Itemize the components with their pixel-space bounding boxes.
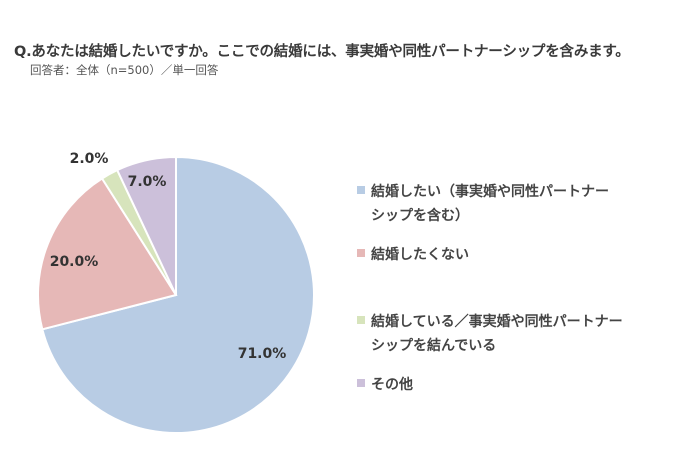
legend-item-no-marriage: 結婚したくない (357, 243, 671, 267)
data-label-other: 7.0% (128, 174, 167, 190)
legend-label: その他 (371, 377, 413, 393)
respondents-note: 回答者：全体（n=500）／単一回答 (30, 63, 219, 77)
legend-swatch (357, 186, 365, 194)
data-label-want-marriage: 71.0% (238, 346, 287, 362)
legend-label: 結婚している／事実婚や同性パートナー シップを結んでいる (371, 314, 623, 354)
data-label-married: 2.0% (70, 151, 109, 167)
legend-item-want-marriage: 結婚したい（事実婚や同性パートナー シップを含む） (357, 180, 671, 228)
slice-no-marriage (37, 177, 178, 331)
question-title: Q.あなたは結婚したいですか。ここでの結婚には、事実婚や同性パートナーシップを含… (14, 44, 630, 60)
legend-label: 結婚したくない (371, 247, 469, 263)
legend-label: 結婚したい（事実婚や同性パートナー シップを含む） (371, 184, 609, 224)
legend-swatch (357, 379, 365, 387)
legend-swatch (357, 316, 365, 324)
slice-want-marriage (41, 155, 315, 434)
legend-item-other: その他 (357, 373, 671, 397)
legend-swatch (357, 249, 365, 257)
legend-item-married: 結婚している／事実婚や同性パートナー シップを結んでいる (357, 310, 671, 358)
slice-other (115, 155, 177, 296)
data-label-no-marriage: 20.0% (50, 254, 99, 270)
